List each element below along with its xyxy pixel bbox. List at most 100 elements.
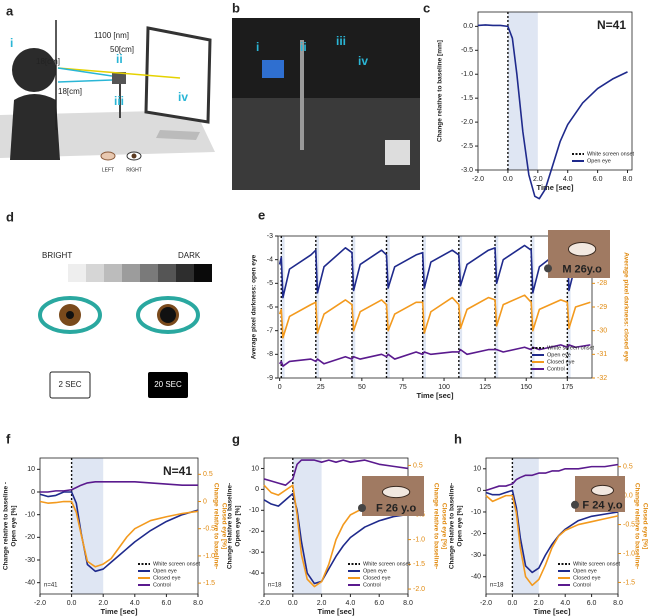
- panel-label: e: [258, 207, 265, 222]
- y-tick-label: -10: [25, 512, 35, 519]
- y2-axis-title: Change relative to baseline-: [432, 483, 439, 569]
- legend-label: Closed eye: [153, 575, 181, 581]
- camera-arrow: [57, 67, 113, 77]
- panel-label: d: [6, 209, 14, 224]
- legend-label: Open eye: [363, 568, 387, 574]
- x-tick-label: 8.0: [613, 600, 623, 607]
- label-iii: iii: [114, 94, 124, 108]
- panel-label: h: [454, 431, 462, 446]
- y-tick-label: 0: [477, 487, 481, 494]
- panel-label: a: [6, 3, 14, 18]
- label-iii: iii: [336, 34, 346, 48]
- x-tick-label: 125: [479, 384, 491, 391]
- label-i: i: [10, 36, 13, 50]
- series-line: [39, 491, 199, 573]
- x-tick-label: 0.0: [288, 600, 298, 607]
- pupil-small: [66, 311, 74, 319]
- legend-label: Control: [573, 582, 591, 588]
- x-tick-label: 2.0: [98, 600, 108, 607]
- axis-title: Open eye [%]: [457, 505, 464, 546]
- x-tick-label: 8.0: [403, 600, 413, 607]
- y2-tick-label: -1.0: [413, 536, 425, 543]
- swatch: [140, 264, 158, 282]
- plot-frame: [263, 457, 409, 595]
- y2-tick-label: -0.5: [203, 526, 215, 533]
- x-tick-label: 6.0: [374, 600, 384, 607]
- plot-frame: [39, 457, 199, 595]
- stimulus-shade: [531, 236, 535, 378]
- setup-diagram: a i ii iii iv 1100 [nm] 50[cm] 18[cm] 18…: [0, 3, 215, 173]
- axis-title: Open eye [%]: [235, 505, 242, 546]
- swatch: [176, 264, 194, 282]
- eye-label: LEFT: [102, 167, 114, 173]
- x-tick-label: 0.0: [67, 600, 77, 607]
- distance: 50[cm]: [110, 45, 134, 54]
- y-tick-label: 10: [251, 465, 259, 472]
- x-tick-label: 2.0: [534, 600, 544, 607]
- scale-label: BRIGHT: [42, 251, 72, 260]
- y-tick-label: -40: [25, 580, 35, 587]
- y-tick-label: -20: [471, 530, 481, 537]
- monitor: [144, 26, 212, 124]
- y-tick-label: -30: [25, 557, 35, 564]
- x-axis-title: Time [sec]: [318, 607, 355, 616]
- stimulus-shade: [422, 236, 426, 378]
- y-tick-label: -40: [471, 574, 481, 581]
- x-tick-label: 0.0: [508, 600, 518, 607]
- head: [12, 48, 56, 92]
- x-tick-label: -2.0: [472, 176, 484, 183]
- legend-label: White screen onset: [153, 561, 201, 567]
- series-line: [263, 459, 409, 486]
- legend-label: Control: [153, 582, 171, 588]
- legend-label: Open eye: [573, 568, 597, 574]
- x-tick-label: 8.0: [193, 600, 203, 607]
- y-tick-label: -2.0: [461, 119, 473, 126]
- series-line: [485, 463, 619, 492]
- plot-frame: [477, 11, 633, 171]
- pole-photo: [300, 40, 304, 150]
- axis-title: Change relative to baseline -: [3, 482, 10, 570]
- stimulus-shade: [71, 458, 104, 594]
- swatch: [68, 264, 86, 282]
- panel-label: f: [6, 431, 11, 446]
- stimulus-shade: [386, 236, 390, 378]
- x-axis-title: Time [sec]: [537, 183, 574, 192]
- y-tick-label: -7: [267, 328, 273, 335]
- swatch: [86, 264, 104, 282]
- legend-label: Closed eye: [363, 575, 391, 581]
- series-line: [40, 481, 198, 493]
- camera-arrow: [57, 79, 113, 83]
- legend-label: Closed eye: [547, 359, 575, 365]
- y-tick-label: -4: [267, 257, 273, 264]
- swatch: [122, 264, 140, 282]
- y2-tick-label: 0.5: [413, 462, 423, 469]
- stimulus-shade: [507, 12, 538, 170]
- legend-label: Open eye: [547, 352, 571, 358]
- photo-background: [232, 18, 420, 98]
- x-tick-label: 0: [278, 384, 282, 391]
- legend-label: Control: [547, 366, 565, 372]
- subject-label: F 24 y.o: [582, 499, 622, 511]
- y-tick-label: -20: [249, 528, 259, 535]
- x-axis-title: Time [sec]: [417, 391, 454, 400]
- y-tick-label: -30: [471, 552, 481, 559]
- y-tick-label: -3.0: [461, 167, 473, 174]
- subject-eye: [381, 485, 411, 499]
- sample-label: n=41: [44, 583, 58, 589]
- y2-tick-label: -31: [597, 351, 607, 358]
- stimulus-diagram: d BRIGHT DARK 2 SEC 20 SEC: [6, 209, 212, 399]
- legend-label: White screen onset: [547, 345, 595, 351]
- y-tick-label: -30: [249, 549, 259, 556]
- y2-axis-title: Change relative to baseline-: [633, 483, 640, 569]
- y-tick-label: 10: [27, 466, 35, 473]
- legend-label: Open eye: [587, 158, 611, 164]
- series-line: [485, 489, 619, 574]
- chart-title: N=41: [163, 464, 192, 478]
- stimulus-shade: [281, 236, 285, 378]
- y-tick-label: -6: [267, 304, 273, 311]
- monitor-stand: [156, 130, 200, 140]
- y-tick-label: -3: [267, 233, 273, 240]
- sample-label: n=18: [268, 583, 282, 589]
- legend-label: White screen onset: [573, 561, 621, 567]
- x-tick-label: 150: [520, 384, 532, 391]
